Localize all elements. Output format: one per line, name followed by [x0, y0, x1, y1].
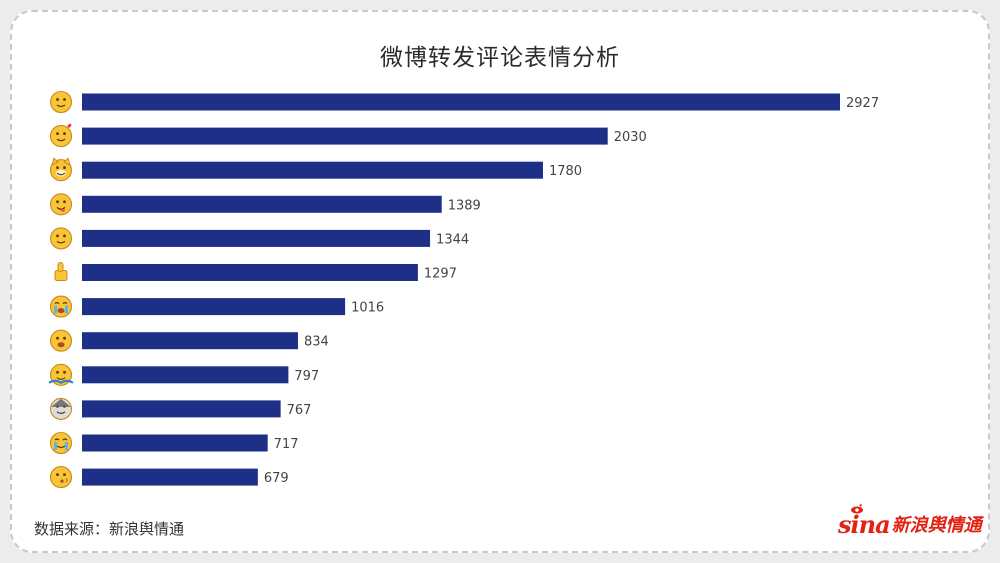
- shrug-emoji-icon: [48, 363, 74, 386]
- bar-value-label: 1780: [549, 164, 582, 179]
- bar-shrug: [82, 366, 289, 384]
- bar-blush-heart: [82, 127, 608, 145]
- logo-sina-text: sina: [838, 510, 891, 539]
- bar-smile: [82, 93, 840, 111]
- husky-emoji-icon: [49, 397, 73, 420]
- chart-title: 微博转发评论表情分析: [380, 45, 620, 71]
- bar-laughing-tears: [82, 298, 346, 316]
- bar-value-label: 1016: [351, 301, 384, 316]
- bar-husky: [82, 400, 281, 418]
- bar-drool-kiss: [82, 468, 258, 486]
- bar-yum: [82, 195, 442, 213]
- logo-cn-text: 新浪舆情通: [891, 515, 982, 536]
- thumbs-up-emoji-icon: [54, 262, 68, 281]
- bar-value-label: 1344: [436, 232, 469, 247]
- bar-value-label: 679: [264, 471, 289, 486]
- laughing-tears-emoji-icon: [49, 295, 73, 318]
- sina-yuqingtong-logo: sina 新浪舆情通: [838, 504, 982, 539]
- bar-value-label: 2927: [846, 96, 879, 111]
- sina-eye-icon: [851, 504, 863, 514]
- bar-value-label: 797: [294, 369, 319, 384]
- bar-doge: [82, 161, 543, 179]
- bar-smirk: [82, 229, 431, 247]
- bar-value-label: 717: [274, 437, 299, 452]
- bar-value-label: 1389: [448, 198, 481, 213]
- bar-hug: [82, 332, 298, 350]
- bar-crying: [82, 434, 268, 452]
- hug-emoji-icon: [49, 329, 73, 352]
- blush-heart-emoji-icon: [49, 123, 73, 148]
- smile-emoji-icon: [49, 90, 73, 114]
- crying-emoji-icon: [49, 431, 73, 455]
- bar-value-label: 1297: [424, 267, 457, 282]
- bar-value-label: 2030: [614, 130, 647, 145]
- drool-kiss-emoji-icon: [49, 466, 73, 489]
- data-source-note: 数据来源：新浪舆情通: [34, 520, 185, 538]
- bar-value-label: 834: [304, 335, 329, 350]
- yum-emoji-icon: [49, 193, 73, 216]
- bar-value-label: 767: [287, 403, 312, 418]
- smirk-emoji-icon: [49, 227, 73, 250]
- doge-emoji-icon: [49, 157, 73, 182]
- bar-thumbs-up: [82, 264, 418, 281]
